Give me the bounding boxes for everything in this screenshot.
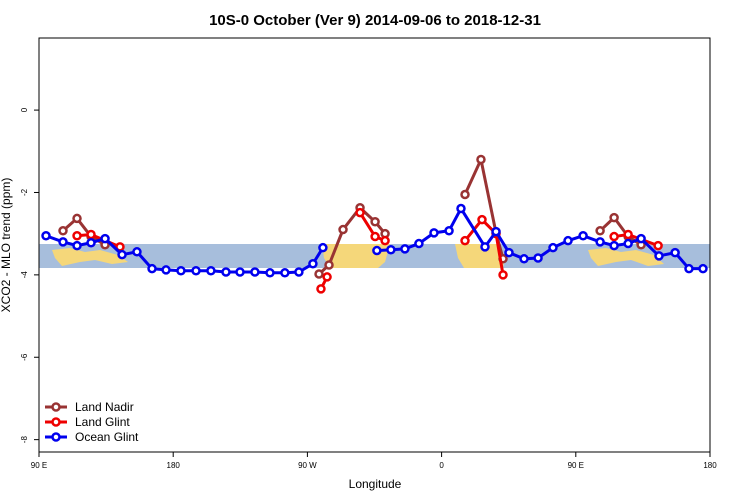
x-axis-label: Longitude [349,477,402,491]
legend-label: Land Nadir [75,400,134,414]
data-point [653,240,663,251]
data-point [322,272,332,282]
y-tick-label: -4 [20,271,29,279]
data-point [191,265,201,276]
data-point [338,224,348,235]
data-point [72,213,82,224]
data-point [444,226,454,236]
data-point [414,238,424,249]
data-point [355,207,365,218]
data-point [460,189,470,200]
data-point [670,247,680,258]
legend-marker [51,417,61,427]
data-point [480,242,490,252]
chart-title: 10S-0 October (Ver 9) 2014-09-06 to 2018… [209,12,541,29]
data-point [206,265,216,276]
y-tick-label: -6 [20,353,29,361]
x-tick-label: 180 [703,461,717,470]
data-point [132,247,142,257]
data-point [294,267,304,277]
legend-label: Ocean Glint [75,430,139,444]
x-tick-label: 90 W [298,461,317,470]
legend-marker [51,432,61,442]
data-point [41,230,51,241]
y-tick-label: 0 [20,107,29,112]
data-point [563,235,573,246]
y-axis-label: XCO2 - MLO trend (ppm) [0,178,13,313]
data-point [698,263,708,274]
data-point [609,212,619,223]
data-point [86,237,96,248]
data-point [161,265,171,275]
data-point [595,237,605,247]
data-point [504,247,514,258]
data-point [548,242,558,253]
x-tick-label: 90 E [568,461,584,470]
data-point [324,260,334,270]
data-point [609,240,619,251]
data-point [100,233,110,244]
legend-marker [51,402,61,412]
data-point [221,267,231,277]
legend-label: Land Glint [75,415,130,429]
data-point [86,229,96,240]
data-point [533,253,543,263]
data-point [72,230,82,241]
data-point [684,263,694,274]
data-point [176,265,186,276]
data-point [58,237,68,247]
data-point [623,229,633,240]
data-point [235,267,245,277]
data-point [117,249,127,260]
data-point [519,254,529,264]
data-point [609,231,619,242]
data-point [498,270,508,280]
data-point [477,214,487,225]
x-tick-label: 0 [439,461,444,470]
data-point [654,251,664,261]
data-point [280,268,290,278]
data-point [456,203,466,214]
data-point [316,284,326,294]
y-tick-label: -8 [20,436,29,444]
data-point [318,242,328,253]
data-point [491,226,501,237]
data-point [72,240,82,251]
y-tick-label: -2 [20,188,29,196]
data-point [623,238,633,249]
data-point [429,228,439,238]
x-tick-label: 90 E [31,461,47,470]
data-point [578,230,588,241]
data-point [380,235,390,246]
data-point [460,235,470,246]
data-point [147,263,157,274]
data-point [370,216,380,227]
data-point [386,244,396,255]
data-point [595,226,605,236]
data-point [58,226,68,236]
x-tick-label: 180 [167,461,181,470]
series-line [62,154,642,276]
data-point [400,244,410,254]
data-point [265,268,275,278]
data-point [476,154,486,165]
data-point [372,245,382,256]
data-point [250,267,260,277]
data-point [314,269,324,279]
plot-frame [38,37,711,453]
data-point [115,242,125,252]
data-point [370,231,380,242]
data-point [636,233,646,244]
data-point [308,258,318,269]
